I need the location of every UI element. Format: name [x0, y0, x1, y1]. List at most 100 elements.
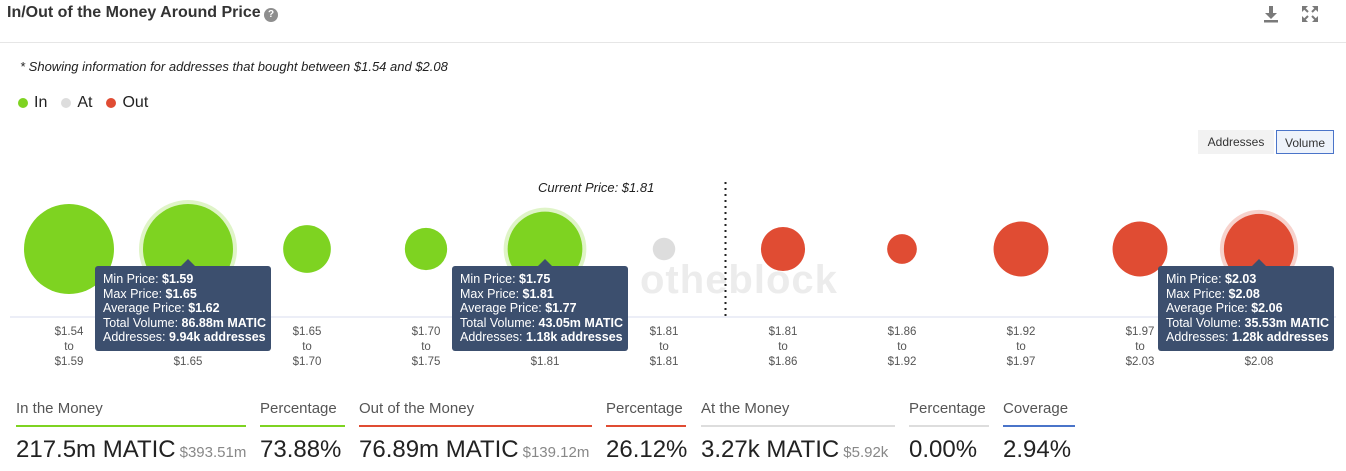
stat-block: In the Money 217.5m MATIC $393.51m [16, 400, 246, 464]
legend-dot-at [61, 98, 72, 108]
tooltip-value: 1.28k addresses [1232, 330, 1329, 344]
x-tick-label: $1.54 to $1.59 [54, 326, 84, 368]
tooltip-key: Addresses: [103, 330, 170, 344]
tooltip-line: Average Price: $2.06 [1166, 301, 1326, 316]
tooltip-value: $1.77 [545, 301, 577, 315]
tooltip-key: Average Price: [460, 301, 546, 315]
tooltip-key: Average Price: [103, 301, 189, 315]
tooltip: Min Price: $1.59 Max Price: $1.65 Average … [95, 259, 271, 351]
chart-header: In/Out of the Money Around Price ? [0, 0, 1346, 43]
legend-label-out: Out [122, 94, 149, 111]
stat-label: Percentage [606, 400, 683, 417]
legend-label-in: In [34, 94, 48, 111]
tooltip-line: Addresses: 1.28k addresses [1166, 330, 1329, 345]
stat-value: 3.27k MATIC $5.92k [701, 436, 889, 463]
tooltip-line: Min Price: $1.59 [103, 272, 263, 287]
stat-subvalue: $139.12m [522, 444, 590, 461]
legend-item-in[interactable]: In [18, 94, 47, 112]
stat-underline [606, 425, 686, 427]
stat-underline [359, 425, 592, 427]
tooltip-value: $1.81 [522, 286, 554, 301]
stat-value: 26.12% [606, 436, 688, 463]
stat-subvalue: $5.92k [843, 444, 889, 461]
addresses-toggle-button[interactable]: Addresses [1198, 130, 1274, 154]
stat-underline [701, 425, 895, 427]
tooltip-key: Min Price: [1166, 272, 1226, 286]
bubble-in[interactable] [404, 227, 448, 271]
expand-icon[interactable] [1300, 4, 1320, 24]
x-tick-label: $1.92 to $1.97 [1006, 326, 1036, 368]
tooltip-line: Total Volume: 35.53m MATIC [1166, 316, 1329, 331]
question-circle-icon[interactable]: ? [264, 8, 278, 22]
x-tick-label: $1.65 to $1.70 [292, 326, 322, 368]
tooltip-line: Min Price: $2.03 [1166, 272, 1326, 287]
tooltip-arrow [181, 259, 195, 266]
tooltip-key: Max Price: [460, 286, 523, 301]
x-tick-label: $1.81 to $1.86 [768, 326, 798, 368]
tooltip-line: Addresses: 1.18k addresses [460, 330, 623, 345]
bubble-out[interactable] [760, 226, 806, 272]
tooltip-key: Max Price: [1166, 286, 1229, 301]
tooltip-line: Average Price: $1.62 [103, 301, 263, 316]
tooltip-value: $2.03 [1225, 272, 1257, 286]
tooltip-value: $1.75 [519, 272, 551, 286]
bubble-in[interactable] [283, 225, 331, 273]
tooltip-key: Total Volume: [103, 315, 182, 330]
tooltip-line: Max Price: $1.65 [103, 287, 263, 302]
tooltip-value: 9.94k addresses [169, 330, 266, 344]
legend: In At Out [18, 94, 148, 112]
stat-block: Out of the Money 76.89m MATIC $139.12m [359, 400, 592, 464]
tooltip-key: Min Price: [103, 272, 163, 286]
tooltip-key: Addresses: [460, 330, 527, 344]
tooltip-value: $1.62 [188, 301, 220, 315]
x-tick-label: $1.86 to $1.92 [887, 326, 917, 368]
tooltip-key: Min Price: [460, 272, 520, 286]
stat-underline [16, 425, 246, 427]
stat-block: Coverage 2.94% [1003, 400, 1075, 464]
stat-value: 2.94% [1003, 436, 1072, 463]
tooltip: Min Price: $1.75 Max Price: $1.81 Average … [452, 259, 628, 351]
tooltip-value: $2.08 [1228, 286, 1260, 301]
bubble-out[interactable] [1112, 221, 1168, 277]
stat-value: 73.88% [260, 436, 342, 463]
tooltip-line: Total Volume: 86.88m MATIC [103, 315, 266, 331]
stat-label: Percentage [909, 400, 986, 417]
stat-label: Out of the Money [359, 400, 475, 417]
stat-block: Percentage 0.00% [909, 400, 989, 464]
stat-subvalue: $393.51m [179, 444, 247, 461]
stat-block: At the Money 3.27k MATIC $5.92k [701, 400, 895, 464]
watermark-logo: otheblock [640, 258, 838, 302]
volume-toggle-button[interactable]: Volume [1276, 130, 1334, 154]
bubble-out[interactable] [887, 234, 917, 264]
legend-dot-in [18, 98, 28, 108]
bubble-in[interactable] [24, 204, 114, 294]
legend-label-at: At [77, 94, 93, 111]
tooltip-value: $1.65 [165, 286, 197, 301]
stat-label: In the Money [16, 400, 103, 417]
legend-item-at[interactable]: At [61, 94, 92, 112]
chart-title: In/Out of the Money Around Price [7, 4, 261, 21]
tooltip: Min Price: $2.03 Max Price: $2.08 Average … [1158, 259, 1334, 351]
tooltip-value: 43.05m MATIC [538, 315, 624, 330]
current-price-label: Current Price: $1.81 [538, 180, 655, 195]
stat-value: 217.5m MATIC $393.51m [16, 436, 247, 463]
stat-underline [260, 425, 345, 427]
download-icon[interactable] [1261, 4, 1281, 24]
tooltip-line: Total Volume: 43.05m MATIC [460, 316, 623, 331]
x-tick-label: $1.97 to $2.03 [1125, 326, 1155, 368]
tooltip-line: Addresses: 9.94k addresses [103, 330, 266, 345]
tooltip-value: $1.59 [162, 272, 194, 286]
stat-underline [909, 425, 989, 427]
tooltip-value: 1.18k addresses [526, 330, 623, 344]
range-note: * Showing information for addresses that… [20, 59, 448, 74]
stat-block: Percentage 26.12% [606, 400, 688, 464]
bubble-at[interactable] [652, 237, 676, 261]
tooltip-line: Min Price: $1.75 [460, 272, 620, 287]
legend-item-out[interactable]: Out [106, 94, 148, 112]
stat-underline [1003, 425, 1075, 427]
tooltip-arrow [1252, 259, 1266, 266]
x-tick-label: $1.70 to $1.75 [411, 326, 441, 368]
bubble-out[interactable] [993, 221, 1049, 277]
legend-dot-out [106, 98, 117, 108]
stat-label: Percentage [260, 400, 337, 417]
